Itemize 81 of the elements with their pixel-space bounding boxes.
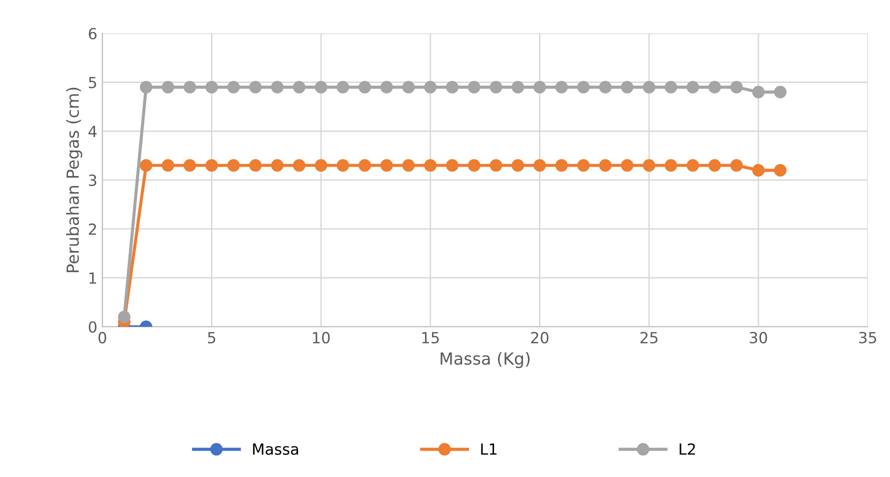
point bbox=[314, 159, 328, 172]
point bbox=[686, 80, 700, 94]
point bbox=[424, 80, 437, 94]
point bbox=[227, 159, 240, 172]
point bbox=[227, 80, 240, 94]
point bbox=[664, 80, 678, 94]
point bbox=[490, 159, 502, 172]
point bbox=[533, 159, 546, 172]
point bbox=[664, 159, 678, 172]
point bbox=[271, 159, 284, 172]
point bbox=[774, 164, 787, 177]
point bbox=[424, 159, 437, 172]
legend-label: L1 bbox=[481, 444, 497, 455]
point bbox=[205, 159, 218, 172]
y-tick-label: 1 bbox=[89, 272, 96, 284]
y-axis-title: Perubahan Pegas (cm) bbox=[66, 88, 82, 272]
point bbox=[468, 80, 480, 94]
point bbox=[292, 80, 306, 94]
point bbox=[336, 159, 350, 172]
point bbox=[642, 80, 656, 94]
legend-label: Massa bbox=[253, 444, 298, 455]
point bbox=[314, 80, 328, 94]
point bbox=[555, 159, 568, 172]
point bbox=[380, 80, 393, 94]
point bbox=[336, 80, 350, 94]
point bbox=[184, 80, 196, 94]
point bbox=[708, 80, 721, 94]
y-tick-label: 4 bbox=[88, 126, 97, 137]
point bbox=[752, 86, 765, 98]
point bbox=[599, 80, 612, 94]
point bbox=[490, 80, 502, 94]
x-tick-label: 0 bbox=[98, 332, 106, 344]
y-tick-label: 6 bbox=[88, 28, 97, 40]
point bbox=[533, 80, 546, 94]
point bbox=[642, 159, 656, 172]
point bbox=[752, 164, 765, 177]
y-tick-label: 0 bbox=[88, 321, 96, 333]
point bbox=[512, 159, 524, 172]
point bbox=[140, 159, 152, 172]
point bbox=[446, 159, 458, 172]
point bbox=[249, 159, 262, 172]
legend-label: L2 bbox=[680, 443, 695, 455]
point bbox=[140, 80, 152, 94]
point bbox=[205, 80, 218, 94]
point bbox=[686, 159, 700, 172]
point bbox=[620, 80, 634, 94]
x-axis-title: Massa (Kg) bbox=[440, 352, 530, 368]
x-tick-label: 15 bbox=[422, 332, 439, 344]
point bbox=[468, 159, 480, 172]
point bbox=[402, 80, 415, 94]
x-tick-label: 20 bbox=[531, 332, 548, 344]
point bbox=[446, 80, 458, 94]
point bbox=[512, 80, 524, 94]
point bbox=[402, 159, 415, 172]
point bbox=[599, 159, 612, 172]
point bbox=[184, 159, 196, 172]
y-tick-label: 5 bbox=[88, 76, 96, 88]
point bbox=[358, 80, 372, 94]
point bbox=[271, 80, 284, 94]
x-tick-label: 5 bbox=[208, 332, 216, 344]
point bbox=[774, 86, 787, 98]
point bbox=[620, 159, 634, 172]
point bbox=[730, 159, 743, 172]
x-tick-label: 35 bbox=[859, 332, 876, 344]
x-tick-label: 25 bbox=[640, 332, 658, 344]
point bbox=[577, 159, 590, 172]
point bbox=[249, 80, 262, 94]
point bbox=[118, 310, 130, 324]
point bbox=[292, 159, 306, 172]
point bbox=[555, 80, 568, 94]
point bbox=[162, 159, 174, 172]
point bbox=[708, 159, 721, 172]
point bbox=[577, 80, 590, 94]
point bbox=[358, 159, 372, 172]
point bbox=[380, 159, 393, 172]
point bbox=[162, 80, 174, 94]
y-tick-label: 2 bbox=[88, 223, 96, 235]
point bbox=[730, 80, 743, 94]
x-tick-label: 10 bbox=[312, 332, 330, 344]
x-tick-label: 30 bbox=[750, 332, 768, 344]
y-tick-label: 3 bbox=[88, 174, 96, 186]
